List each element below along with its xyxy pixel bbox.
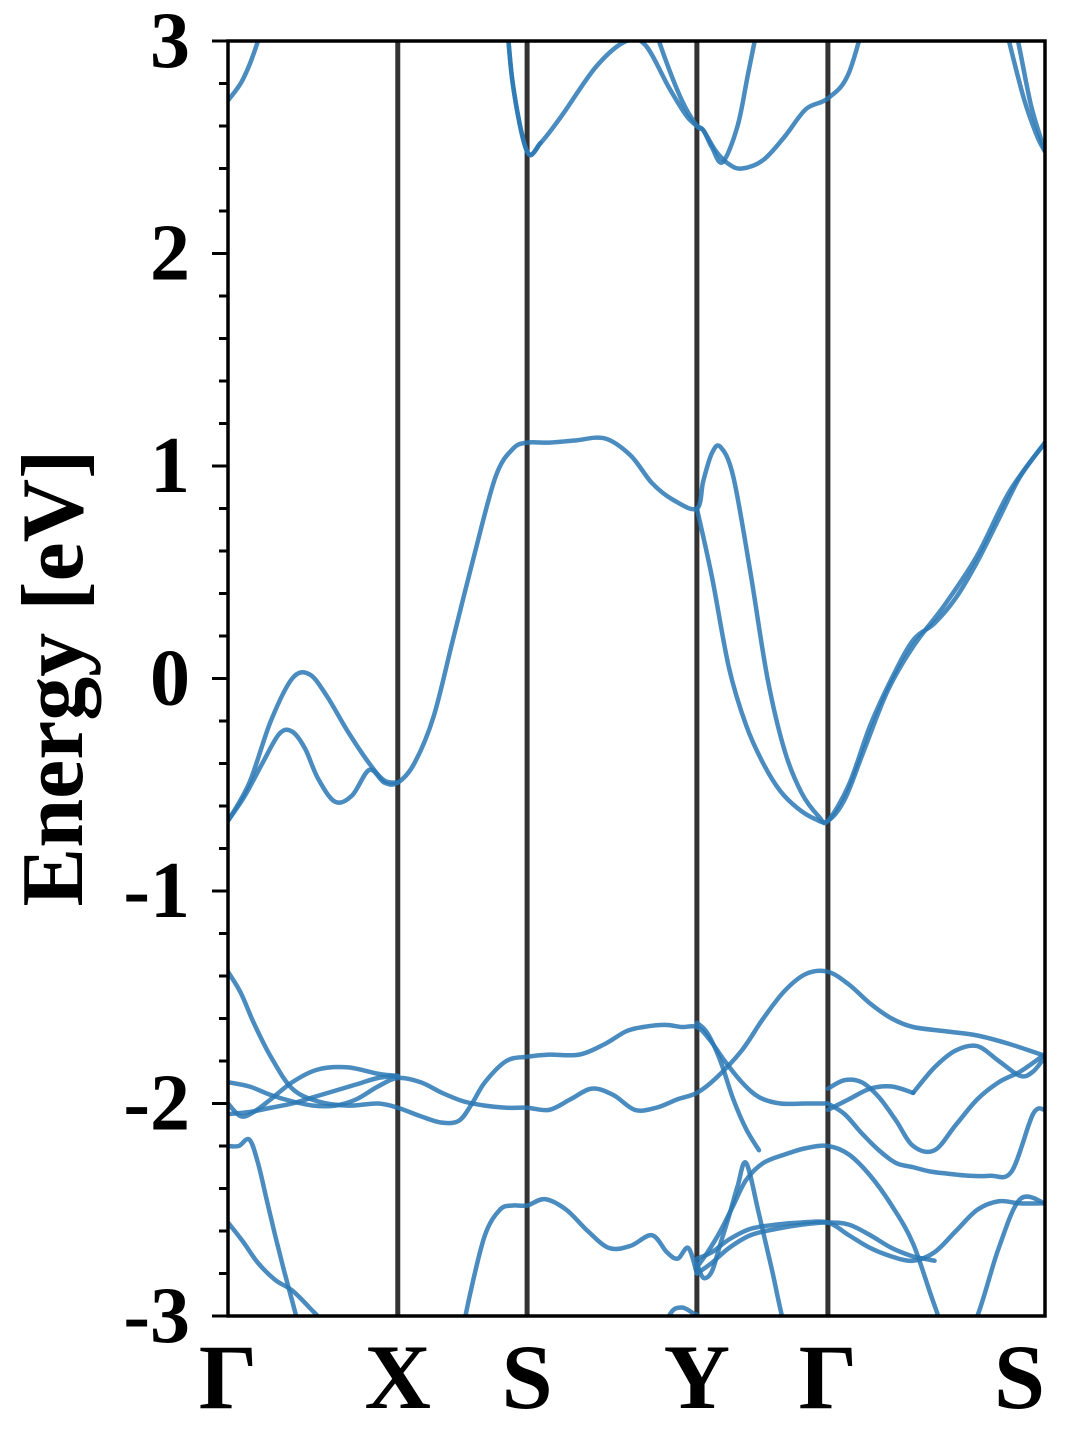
band-line (910, 1043, 1045, 1096)
band-lines (228, 41, 1045, 1316)
kpath-label: S (994, 1326, 1045, 1428)
band-line (228, 969, 831, 1126)
band-line (228, 1064, 401, 1119)
band-line (228, 435, 1045, 826)
kpath-label: S (502, 1326, 553, 1428)
y-tick-label: 0 (150, 635, 190, 723)
band-line (506, 41, 543, 157)
kpath-label: Γ (799, 1326, 858, 1428)
band-line (228, 968, 1045, 1113)
band-line (228, 41, 261, 103)
kpath-label: X (365, 1326, 431, 1428)
band-line (506, 41, 862, 171)
band-line (228, 670, 401, 824)
band-line (825, 1083, 916, 1113)
band-line (825, 1101, 1045, 1180)
y-tick-label: 3 (150, 0, 190, 85)
plot-frame (226, 39, 1047, 1318)
band-line (825, 1052, 1045, 1155)
band-line (694, 1220, 937, 1276)
band-line (694, 1020, 762, 1153)
band-line (463, 1196, 700, 1316)
kpath-label: Y (664, 1326, 730, 1428)
y-axis-ticks (212, 39, 228, 1318)
kpath-label: Γ (199, 1326, 258, 1428)
band-line (694, 440, 1045, 825)
band-line (694, 1198, 1045, 1264)
y-tick-label: 2 (150, 210, 190, 298)
kpoint-lines (395, 41, 831, 1316)
band-line (228, 1220, 321, 1316)
band-line (1015, 41, 1045, 154)
y-tick-label: -1 (123, 847, 190, 935)
y-tick-label: 1 (150, 422, 190, 510)
band-line (666, 1305, 700, 1316)
y-tick-label: -2 (123, 1060, 190, 1148)
y-tick-labels: -3 -2 -1 0 1 2 3 (123, 0, 190, 1360)
band-line (694, 1160, 785, 1316)
band-line (228, 1136, 299, 1316)
band-line (656, 41, 757, 165)
y-tick-label: -3 (123, 1272, 190, 1360)
y-axis-title: Energy [eV] (5, 450, 102, 907)
band-line (228, 1073, 401, 1117)
